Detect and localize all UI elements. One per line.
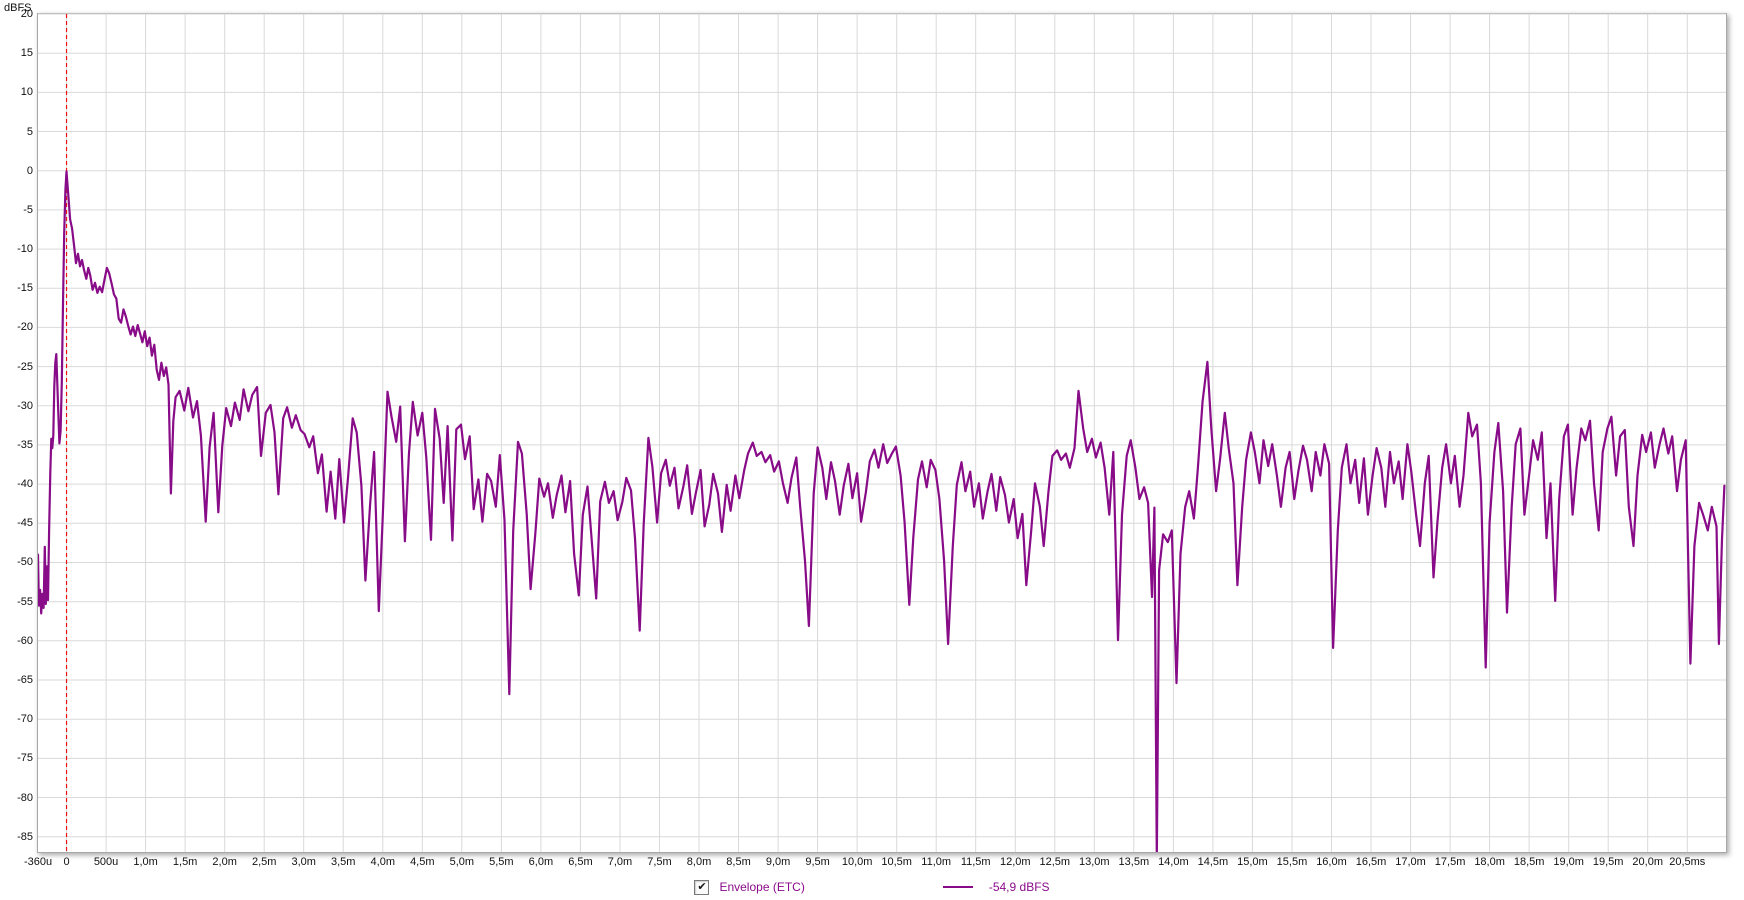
- x-tick-label: 18,0m: [1474, 856, 1505, 868]
- x-tick-label: 13,5m: [1118, 856, 1150, 868]
- x-tick-label: 15,0m: [1237, 856, 1268, 868]
- legend-line-sample-icon: [942, 886, 973, 888]
- y-tick-label: -30: [17, 399, 33, 412]
- x-tick-label: 11,0m: [921, 856, 952, 868]
- x-tick-label: 1,5m: [172, 856, 198, 868]
- y-tick-label: -65: [17, 674, 33, 686]
- x-tick-label: 11,5m: [960, 856, 991, 868]
- x-tick-label: 3,5m: [331, 856, 356, 868]
- etc-trace-line: [38, 170, 1726, 852]
- y-tick-label: -75: [17, 752, 33, 765]
- x-tick-label: 14,0m: [1158, 856, 1189, 868]
- x-tick-label: 500u: [93, 856, 119, 868]
- y-tick-label: 0: [26, 164, 33, 177]
- y-tick-label: -50: [17, 556, 33, 569]
- x-tick-label: 9,0m: [765, 856, 791, 868]
- legend-bar: ✔ Envelope (ETC) -54,9 dBFS: [0, 877, 1744, 897]
- x-tick-label: 9,5m: [805, 856, 830, 868]
- y-tick-label: -85: [17, 830, 33, 843]
- x-tick-label: 20,0m: [1632, 856, 1663, 868]
- x-tick-label: 0: [63, 856, 70, 868]
- y-tick-label: -45: [17, 517, 33, 530]
- x-tick-label: 17,5m: [1434, 856, 1466, 868]
- y-tick-label: -15: [17, 282, 33, 295]
- y-tick-label: -80: [17, 791, 33, 804]
- y-tick-label: -35: [17, 438, 33, 451]
- x-tick-label: 13,0m: [1079, 856, 1110, 868]
- y-tick-label: -25: [17, 360, 33, 373]
- x-tick-label: 20,5ms: [1669, 856, 1706, 868]
- gridlines: [38, 13, 1726, 852]
- x-tick-label: 6,0m: [528, 856, 554, 868]
- y-tick-label: -55: [17, 595, 33, 608]
- x-tick-label: 6,5m: [568, 856, 593, 868]
- y-axis-unit-label: dBFS: [4, 2, 32, 14]
- x-tick-label: 10,0m: [841, 856, 873, 868]
- x-tick-label: 19,0m: [1553, 856, 1584, 868]
- y-tick-label: -10: [17, 243, 33, 256]
- x-tick-label: 16,0m: [1316, 856, 1347, 868]
- x-tick-label: 2,0m: [212, 856, 237, 868]
- y-tick-label: -20: [17, 321, 33, 334]
- x-tick-label: 7,0m: [607, 856, 633, 868]
- envelope-checkbox[interactable]: ✔: [694, 879, 710, 895]
- x-tick-label: 8,0m: [686, 856, 712, 868]
- y-tick-label: 20: [20, 8, 33, 20]
- plot-frame: [37, 13, 1727, 853]
- y-tick-label: 5: [26, 125, 33, 138]
- x-tick-label: -360u: [24, 856, 53, 868]
- x-tick-label: 2,5m: [251, 856, 277, 868]
- y-tick-label: 15: [20, 47, 33, 60]
- x-tick-label: 5,0m: [449, 856, 475, 868]
- x-tick-label: 8,5m: [726, 856, 751, 868]
- legend-series-label: Envelope (ETC): [719, 880, 805, 894]
- x-tick-label: 18,5m: [1513, 856, 1545, 868]
- x-tick-label: 12,5m: [1039, 856, 1071, 868]
- y-tick-label: 10: [20, 86, 33, 99]
- y-tick-label: -60: [17, 634, 33, 647]
- x-tick-label: 14,5m: [1197, 856, 1229, 868]
- x-tick-label: 12,0m: [999, 856, 1031, 868]
- x-tick-label: 16,5m: [1355, 856, 1387, 868]
- x-tick-label: 3,0m: [291, 856, 316, 868]
- y-tick-label: -5: [23, 203, 33, 216]
- y-tick-label: -70: [17, 713, 33, 726]
- x-tick-label: 7,5m: [647, 856, 672, 868]
- x-tick-label: 4,0m: [370, 856, 395, 868]
- x-tick-label: 1,0m: [133, 856, 158, 868]
- x-tick-label: 19,5m: [1592, 856, 1624, 868]
- y-tick-label: -40: [17, 478, 33, 491]
- x-tick-label: 4,5m: [410, 856, 435, 868]
- x-tick-label: 17,0m: [1395, 856, 1426, 868]
- x-tick-label: 5,5m: [489, 856, 514, 868]
- legend-value-label: -54,9 dBFS: [988, 880, 1050, 894]
- x-tick-label: 10,5m: [881, 856, 912, 868]
- x-tick-label: 15,5m: [1276, 856, 1308, 868]
